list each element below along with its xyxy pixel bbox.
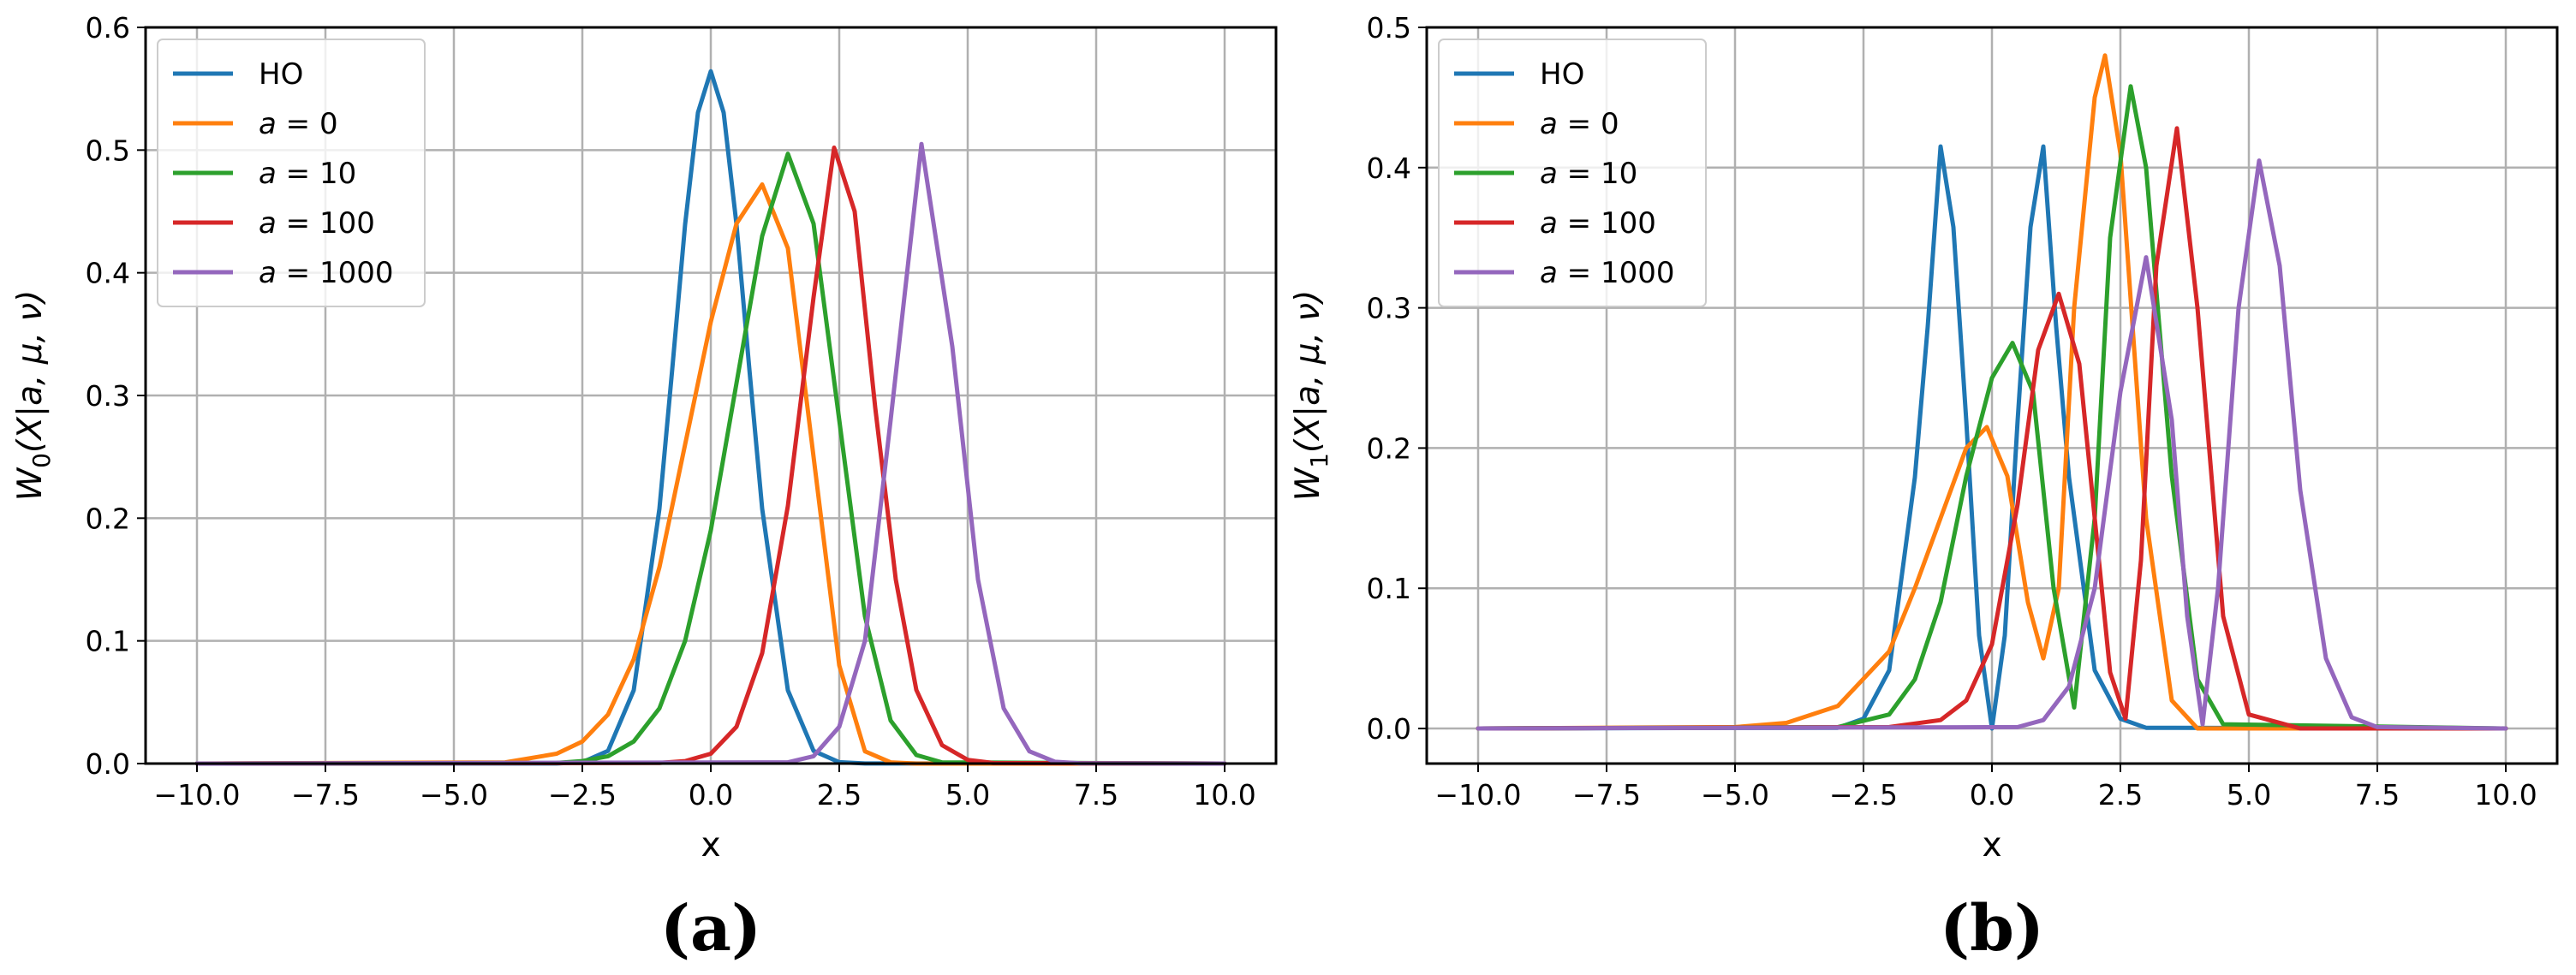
x-tick-label: −10.0 bbox=[1434, 778, 1521, 812]
y-axis-label: W0(X|a, μ, ν) bbox=[11, 290, 56, 502]
series-line-a-10 bbox=[1476, 84, 2508, 731]
x-tick-label: −5.0 bbox=[420, 778, 488, 812]
y-tick-label: 0.3 bbox=[86, 379, 130, 413]
series-line-a-0 bbox=[1476, 53, 2508, 731]
y-tick-label: 0.4 bbox=[86, 257, 130, 290]
legend-entry-label: a = 1000 bbox=[259, 256, 393, 290]
y-axis-label-subscript: 1 bbox=[1305, 453, 1333, 468]
x-tick-label: 10.0 bbox=[1193, 778, 1255, 812]
x-tick-label: 5.0 bbox=[945, 778, 990, 812]
x-tick-label: 2.5 bbox=[817, 778, 862, 812]
legend-entry-equals: = bbox=[277, 256, 319, 290]
x-tick-label: −7.5 bbox=[1572, 778, 1641, 812]
x-axis-label: x bbox=[701, 826, 720, 865]
legend-entry-label: HO bbox=[259, 57, 303, 92]
series-line-ho bbox=[194, 68, 1227, 766]
legend-entry-label: a = 10 bbox=[259, 157, 356, 191]
legend-entry-var: a bbox=[1540, 256, 1558, 290]
legend-entry-equals: = bbox=[277, 157, 319, 191]
y-tick-label: 0.2 bbox=[86, 502, 130, 535]
legend-entry-value: 100 bbox=[319, 206, 375, 241]
y-axis-label-main: W bbox=[1289, 467, 1327, 501]
y-tick-label: 0.1 bbox=[86, 625, 130, 658]
series-line-a-1000 bbox=[1476, 158, 2508, 731]
x-tick-label: 10.0 bbox=[2474, 778, 2537, 812]
legend-entry-var: a bbox=[1540, 107, 1558, 141]
legend-entry-equals: = bbox=[1558, 256, 1601, 290]
legend-entry-value: 10 bbox=[319, 157, 356, 191]
y-tick-label: 0.5 bbox=[1367, 11, 1411, 45]
y-tick-label: 0.0 bbox=[86, 747, 130, 781]
legend-entry-value: 100 bbox=[1601, 206, 1656, 241]
legend-entry-var: a bbox=[259, 256, 277, 290]
x-tick-label: 7.5 bbox=[1074, 778, 1118, 812]
legend-entry-label: a = 0 bbox=[259, 107, 338, 141]
series-line-a-10 bbox=[194, 152, 1227, 766]
legend-entry-equals: = bbox=[1558, 157, 1601, 191]
y-axis-label-args: (X|a, μ, ν) bbox=[1289, 290, 1327, 453]
x-tick-label: 0.0 bbox=[689, 778, 733, 812]
legend-entry-var: a bbox=[259, 107, 277, 141]
y-tick-label: 0.1 bbox=[1367, 572, 1411, 605]
y-tick-label: 0.4 bbox=[1367, 152, 1411, 185]
legend-entry-label: a = 100 bbox=[259, 206, 375, 241]
x-tick-label: 0.0 bbox=[1970, 778, 2014, 812]
legend-entry-label: a = 0 bbox=[1540, 107, 1619, 141]
legend-entry-var: a bbox=[1540, 206, 1558, 241]
y-tick-label: 0.3 bbox=[1367, 292, 1411, 325]
legend-entry-equals: = bbox=[1558, 107, 1601, 141]
y-tick-label: 0.0 bbox=[1367, 712, 1411, 746]
series-line-a-0 bbox=[194, 182, 1227, 766]
legend-entry-equals: = bbox=[277, 206, 319, 241]
panel-label: (b) bbox=[1940, 892, 2044, 966]
legend-entry-value: 1000 bbox=[1601, 256, 1675, 290]
legend-entry-equals: = bbox=[277, 107, 319, 141]
x-tick-label: −7.5 bbox=[291, 778, 360, 812]
legend-entry-value: 0 bbox=[319, 107, 338, 141]
panel-label: (a) bbox=[660, 892, 761, 966]
series-line-a-1000 bbox=[194, 141, 1227, 766]
x-tick-label: 5.0 bbox=[2227, 778, 2271, 812]
legend-entry-label: a = 100 bbox=[1540, 206, 1656, 241]
legend-entry-label: a = 10 bbox=[1540, 157, 1637, 191]
legend-entry-label: HO bbox=[1540, 57, 1584, 92]
x-tick-label: −10.0 bbox=[153, 778, 240, 812]
chart-panel-a: −10.0 −7.5 −5.0 −2.5 0.0 2.5 5.0 7.5 10.0 0.0 0.1 0… bbox=[11, 11, 1278, 966]
y-axis-label: W1(X|a, μ, ν) bbox=[1289, 290, 1333, 502]
series-line-a-100 bbox=[194, 146, 1227, 766]
x-tick-label: 2.5 bbox=[2098, 778, 2143, 812]
y-axis-label-subscript: 0 bbox=[27, 453, 56, 468]
legend-box bbox=[1438, 39, 1707, 307]
y-tick-label: 0.6 bbox=[86, 11, 130, 45]
legend-entry-value: 1000 bbox=[319, 256, 394, 290]
chart-panel-b: −10.0 −7.5 −5.0 −2.5 0.0 2.5 5.0 7.5 10.0 0.0 0.1 0… bbox=[1289, 11, 2559, 966]
y-tick-label: 0.2 bbox=[1367, 431, 1411, 465]
y-tick-label: 0.5 bbox=[86, 134, 130, 167]
y-axis-label-args: (X|a, μ, ν) bbox=[11, 290, 50, 453]
x-tick-label: 7.5 bbox=[2355, 778, 2400, 812]
legend-entry-value: 0 bbox=[1601, 107, 1619, 141]
x-axis-label: x bbox=[1982, 826, 2001, 865]
x-tick-label: −2.5 bbox=[1829, 778, 1898, 812]
legend-entry-label: a = 1000 bbox=[1540, 256, 1674, 290]
x-tick-label: −5.0 bbox=[1701, 778, 1769, 812]
legend-entry-value: 10 bbox=[1601, 157, 1637, 191]
legend-entry-var: a bbox=[259, 157, 277, 191]
x-tick-label: −2.5 bbox=[548, 778, 617, 812]
legend-box bbox=[157, 39, 426, 307]
y-axis-label-main: W bbox=[11, 467, 50, 501]
legend-entry-var: a bbox=[259, 206, 277, 241]
legend-entry-equals: = bbox=[1558, 206, 1601, 241]
legend-entry-var: a bbox=[1540, 157, 1558, 191]
